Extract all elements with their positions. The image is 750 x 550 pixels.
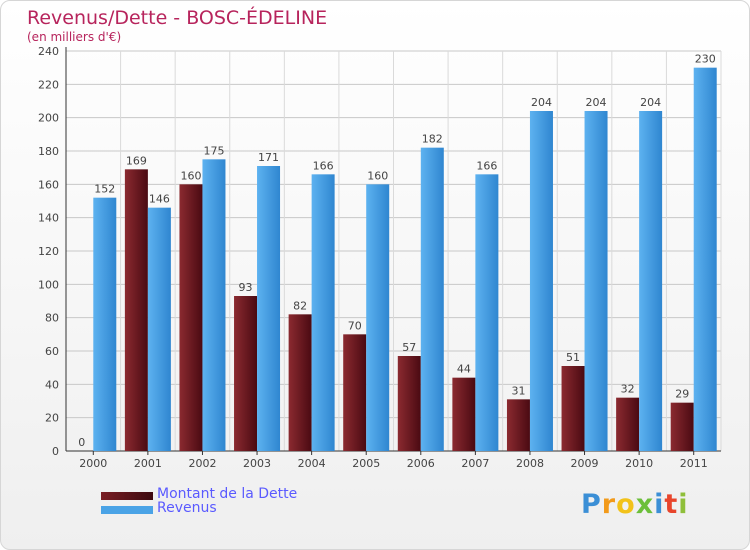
data-label-debt: 160 xyxy=(180,169,201,182)
data-label-revenue: 175 xyxy=(203,144,224,157)
x-tick-label: 2006 xyxy=(407,457,435,470)
y-tick-label: 140 xyxy=(38,212,59,225)
bar-revenue xyxy=(529,111,553,451)
x-tick-label: 2008 xyxy=(516,457,544,470)
legend-swatch-revenue xyxy=(101,506,153,514)
data-label-revenue: 152 xyxy=(94,183,115,196)
bar-revenue xyxy=(93,197,117,451)
legend-label-revenue: Revenus xyxy=(157,500,217,516)
data-label-revenue: 146 xyxy=(149,193,170,206)
logo-letter: i xyxy=(654,489,665,520)
data-label-debt: 0 xyxy=(78,436,85,449)
bar-revenue xyxy=(202,159,226,452)
y-tick-label: 0 xyxy=(52,445,59,458)
x-tick-label: 2011 xyxy=(680,457,708,470)
data-label-revenue: 204 xyxy=(586,96,607,109)
bar-revenue xyxy=(366,184,390,452)
y-tick-label: 80 xyxy=(45,312,59,325)
data-label-revenue: 204 xyxy=(531,96,552,109)
data-label-revenue: 204 xyxy=(640,96,661,109)
x-tick-label: 2005 xyxy=(352,457,380,470)
data-label-revenue: 160 xyxy=(367,169,388,182)
y-tick-label: 100 xyxy=(38,278,59,291)
data-label-debt: 70 xyxy=(348,319,362,332)
data-label-debt: 29 xyxy=(675,388,689,401)
logo-letter: t xyxy=(664,489,679,520)
data-label-debt: 32 xyxy=(621,383,635,396)
logo-letter: P xyxy=(581,489,602,520)
data-label-debt: 82 xyxy=(293,299,307,312)
y-tick-label: 40 xyxy=(45,378,59,391)
x-tick-label: 2007 xyxy=(461,457,489,470)
chart-title: Revenus/Dette - BOSC-ÉDELINE xyxy=(27,7,328,29)
bar-revenue xyxy=(420,147,444,451)
data-label-debt: 169 xyxy=(126,154,147,167)
bar-debt xyxy=(452,377,476,451)
data-label-debt: 44 xyxy=(457,363,471,376)
data-label-debt: 93 xyxy=(239,281,253,294)
data-label-revenue: 171 xyxy=(258,151,279,164)
y-tick-label: 20 xyxy=(45,412,59,425)
bar-debt xyxy=(616,397,640,451)
y-tick-label: 160 xyxy=(38,178,59,191)
x-tick-label: 2004 xyxy=(298,457,326,470)
logo-letter: o xyxy=(616,489,636,520)
legend-label-debt: Montant de la Dette xyxy=(157,486,298,502)
y-tick-label: 220 xyxy=(38,78,59,91)
logo-letter: x xyxy=(635,489,655,520)
bar-debt xyxy=(179,184,203,452)
data-label-revenue: 182 xyxy=(422,133,443,146)
bar-debt xyxy=(670,402,694,451)
x-tick-label: 2000 xyxy=(79,457,107,470)
proxiti-logo: Proxiti xyxy=(581,489,689,520)
data-label-revenue: 166 xyxy=(476,159,497,172)
x-tick-label: 2010 xyxy=(625,457,653,470)
data-label-revenue: 230 xyxy=(695,53,716,66)
data-label-debt: 31 xyxy=(511,384,525,397)
bar-debt xyxy=(234,296,258,451)
bar-revenue xyxy=(257,166,281,451)
y-tick-label: 180 xyxy=(38,145,59,158)
chart-subtitle: (en milliers d'€) xyxy=(27,30,122,44)
bar-revenue xyxy=(584,111,608,451)
y-tick-label: 60 xyxy=(45,345,59,358)
bar-debt xyxy=(397,356,421,451)
y-tick-label: 240 xyxy=(38,45,59,58)
y-tick-label: 200 xyxy=(38,112,59,125)
bar-revenue xyxy=(639,111,663,451)
bar-debt xyxy=(506,399,530,451)
x-tick-label: 2003 xyxy=(243,457,271,470)
data-label-debt: 57 xyxy=(402,341,416,354)
bar-debt xyxy=(124,169,148,452)
y-tick-label: 120 xyxy=(38,245,59,258)
logo-letter: i xyxy=(678,489,689,520)
data-label-revenue: 166 xyxy=(313,159,334,172)
bar-debt xyxy=(561,366,585,451)
logo-letter: r xyxy=(601,489,617,520)
bar-revenue xyxy=(311,174,335,452)
bar-revenue xyxy=(475,174,499,452)
bar-debt xyxy=(343,334,367,451)
x-tick-label: 2002 xyxy=(188,457,216,470)
bar-revenue xyxy=(693,67,717,452)
x-tick-label: 2001 xyxy=(134,457,162,470)
data-label-debt: 51 xyxy=(566,351,580,364)
x-tick-label: 2009 xyxy=(571,457,599,470)
legend-swatch-debt xyxy=(101,492,153,500)
bar-revenue xyxy=(147,207,171,451)
bar-debt xyxy=(288,314,312,451)
